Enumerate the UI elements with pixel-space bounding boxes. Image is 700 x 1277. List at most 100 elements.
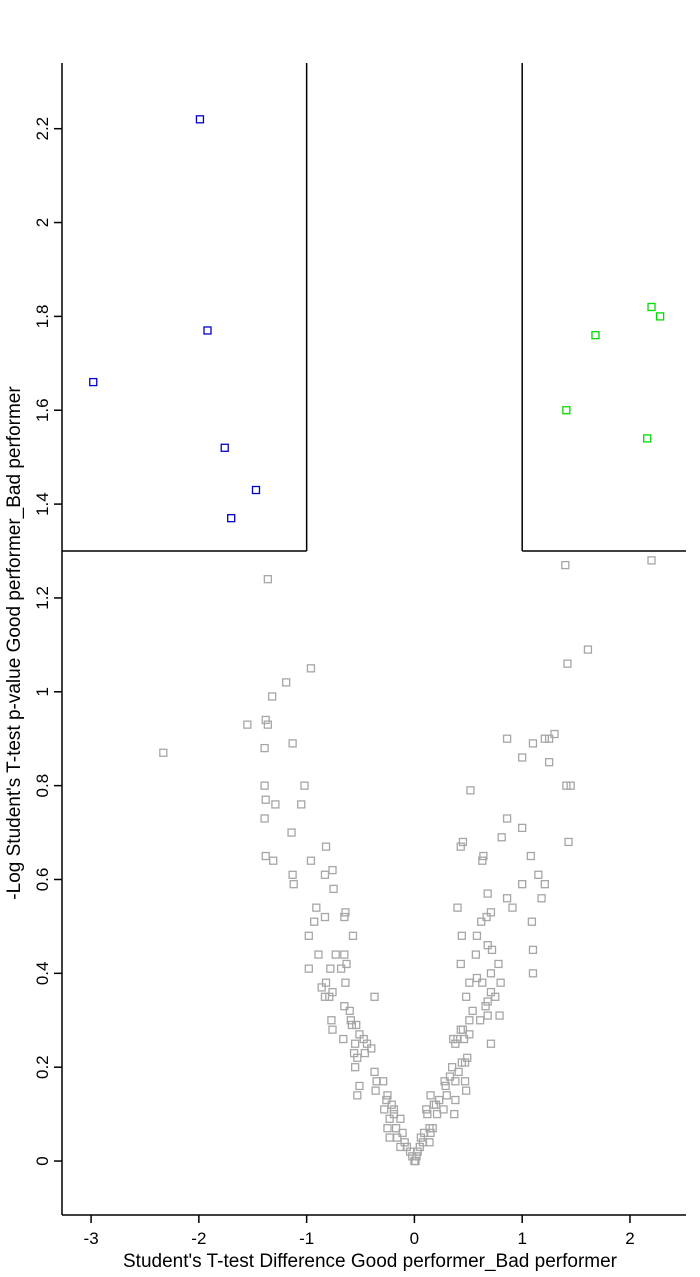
- data-point-ns: [353, 1053, 362, 1062]
- data-point-ns: [370, 992, 379, 1001]
- y-tick-label: 1: [33, 687, 52, 696]
- data-point-ns: [432, 1109, 442, 1119]
- x-tick-label: 1: [517, 1229, 526, 1248]
- data-point-up: [562, 406, 571, 415]
- data-point-ns: [449, 1034, 458, 1044]
- x-tick-label: -2: [191, 1229, 206, 1248]
- data-point-ns: [478, 978, 487, 987]
- data-point-ns: [471, 950, 480, 959]
- data-point-ns: [342, 959, 351, 969]
- data-point-ns: [482, 912, 491, 922]
- data-point-ns: [456, 959, 465, 969]
- y-tick-label: 0.8: [33, 774, 52, 798]
- data-point-ns: [540, 734, 549, 743]
- data-point-ns: [502, 894, 512, 903]
- data-point-ns: [263, 575, 272, 584]
- data-point-ns: [383, 1091, 392, 1100]
- data-point-ns: [483, 889, 492, 898]
- data-point-ns: [502, 734, 512, 743]
- data-point-ns: [282, 678, 291, 687]
- data-point-ns: [441, 1081, 450, 1091]
- x-tick-label: -1: [299, 1229, 314, 1248]
- data-point-ns: [451, 1039, 460, 1048]
- data-point-ns: [268, 692, 277, 701]
- data-point-ns: [422, 1105, 431, 1114]
- data-point-ns: [415, 1142, 424, 1152]
- data-point-ns: [261, 795, 270, 804]
- data-point-ns: [465, 978, 474, 987]
- data-point-ns: [476, 1016, 485, 1025]
- data-point-ns: [461, 1086, 471, 1095]
- data-point-ns: [159, 748, 168, 757]
- data-point-ns: [320, 992, 330, 1001]
- data-point-ns: [304, 964, 313, 973]
- data-point-ns: [413, 1147, 422, 1156]
- data-point-ns: [483, 1011, 492, 1020]
- threshold-lines: [62, 63, 686, 552]
- data-point-ns: [347, 1020, 357, 1030]
- data-point-down: [203, 326, 212, 335]
- data-point-ns: [508, 903, 517, 912]
- data-point-ns: [518, 823, 527, 833]
- x-tick-label: 2: [625, 1229, 634, 1248]
- data-point-ns: [439, 1105, 448, 1114]
- data-point-ns: [340, 1002, 349, 1011]
- data-point-ns: [314, 950, 323, 959]
- data-point-up: [655, 312, 665, 321]
- data-point-ns: [243, 720, 252, 729]
- data-point-ns: [300, 781, 309, 790]
- data-point-down: [227, 514, 236, 523]
- data-point-ns: [544, 734, 554, 743]
- data-point-ns: [487, 945, 497, 955]
- data-point-ns: [458, 1025, 468, 1034]
- data-point-ns: [348, 931, 358, 940]
- data-point-ns: [269, 856, 278, 865]
- data-point-ns: [289, 880, 298, 889]
- data-point-ns: [416, 1133, 426, 1142]
- data-point-ns: [329, 884, 338, 894]
- data-point-ns: [426, 1091, 435, 1100]
- data-point-ns: [336, 964, 346, 973]
- data-point-ns: [396, 1114, 405, 1123]
- data-point-ns: [544, 758, 554, 767]
- y-tick-label: 2: [33, 218, 52, 227]
- data-point-ns: [321, 978, 331, 987]
- data-point-ns: [563, 659, 572, 668]
- data-point-ns: [260, 743, 269, 753]
- data-point-ns: [355, 1081, 364, 1091]
- data-point-ns: [486, 908, 496, 917]
- data-point-ns: [472, 931, 482, 940]
- data-point-ns: [463, 1053, 472, 1062]
- data-point-ns: [460, 1077, 470, 1086]
- data-point-ns: [483, 941, 492, 950]
- data-point-ns: [260, 814, 269, 823]
- data-point-ns: [534, 870, 543, 879]
- data-point-ns: [495, 1011, 504, 1020]
- data-point-up: [647, 302, 656, 312]
- data-point-ns: [271, 800, 280, 809]
- data-point-ns: [261, 715, 270, 725]
- data-point-ns: [327, 1016, 336, 1025]
- data-point-ns: [502, 814, 512, 823]
- data-point-ns: [371, 1086, 380, 1095]
- data-point-ns: [287, 828, 296, 837]
- data-point-ns: [385, 1133, 394, 1142]
- data-point-ns: [379, 1077, 388, 1086]
- data-point-ns: [398, 1128, 407, 1138]
- data-point-ns: [355, 1030, 364, 1039]
- x-tick-label: -3: [84, 1229, 99, 1248]
- data-point-up: [643, 434, 652, 443]
- data-point-ns: [325, 992, 334, 1001]
- data-point-ns: [461, 992, 471, 1001]
- data-point-ns: [310, 917, 319, 926]
- data-point-ns: [326, 964, 335, 973]
- axes-layer: -3 -2 -1 0 1 2 0 0.2 0.4 0.6 0.8 1 1.2 1.4 1.6 1.8 2 2.2: [33, 63, 686, 1248]
- data-point-ns: [261, 851, 270, 861]
- data-point-ns: [411, 1156, 420, 1166]
- data-point-ns: [380, 1105, 389, 1114]
- data-point-ns: [352, 1020, 361, 1030]
- y-tick-label: 1.2: [33, 586, 52, 610]
- data-point-ns: [527, 917, 537, 926]
- data-point-ns: [479, 851, 488, 861]
- data-point-ns: [317, 983, 326, 992]
